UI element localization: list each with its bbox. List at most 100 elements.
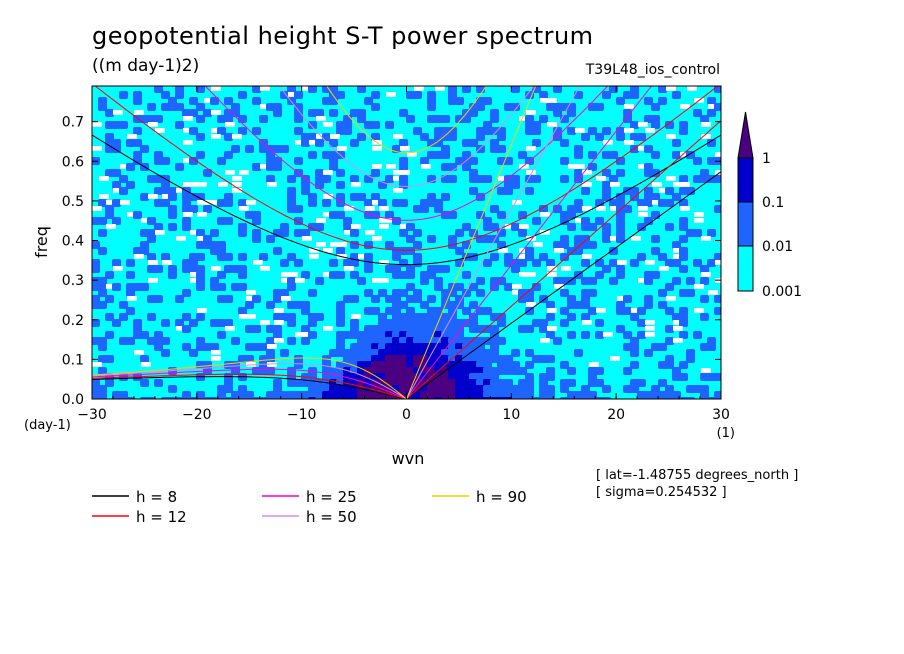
field-cell bbox=[658, 199, 667, 207]
legend-label-h8: h = 8 bbox=[136, 488, 177, 506]
field-cell bbox=[217, 217, 226, 225]
field-cell bbox=[679, 361, 688, 369]
field-cell bbox=[595, 133, 604, 141]
field-gap bbox=[708, 104, 718, 109]
field-gap bbox=[190, 278, 200, 283]
field-cell bbox=[637, 307, 646, 315]
field-cell bbox=[329, 139, 338, 147]
field-cell bbox=[602, 265, 611, 273]
field-cell bbox=[602, 169, 611, 177]
field-cell bbox=[553, 277, 562, 285]
field-gap bbox=[239, 170, 249, 175]
field-cell bbox=[539, 325, 548, 333]
field-cell bbox=[245, 211, 254, 219]
field-cell bbox=[595, 367, 604, 375]
field-cell bbox=[231, 391, 240, 399]
field-gap bbox=[680, 152, 690, 157]
field-gap bbox=[344, 230, 354, 235]
field-gap bbox=[141, 362, 151, 367]
field-gap bbox=[232, 134, 242, 139]
field-cell bbox=[126, 181, 135, 189]
field-cell bbox=[546, 373, 555, 381]
field-cell bbox=[329, 259, 338, 267]
field-cell bbox=[602, 91, 611, 99]
field-cell bbox=[315, 109, 324, 117]
gravity-curve-h8 bbox=[92, 134, 721, 266]
field-cell bbox=[581, 133, 590, 141]
field-gap bbox=[183, 116, 193, 121]
field-cell bbox=[644, 145, 653, 153]
field-gap bbox=[638, 146, 648, 151]
field-cell bbox=[672, 241, 681, 249]
field-cell bbox=[336, 169, 345, 177]
field-gap bbox=[225, 122, 235, 127]
field-cell bbox=[714, 175, 721, 183]
field-cell bbox=[665, 307, 674, 315]
field-cell bbox=[308, 133, 317, 141]
field-gap bbox=[323, 122, 333, 127]
field-cell bbox=[714, 253, 721, 261]
field-cell bbox=[567, 109, 576, 117]
colorbar-label: 0.1 bbox=[762, 195, 784, 211]
field-cell bbox=[644, 115, 653, 123]
field-gap bbox=[638, 212, 648, 217]
field-cell bbox=[546, 301, 555, 309]
field-cell bbox=[602, 193, 611, 201]
field-gap bbox=[393, 134, 403, 139]
field-cell bbox=[287, 337, 296, 345]
field-cell bbox=[287, 205, 296, 213]
field-gap bbox=[582, 170, 592, 175]
field-cell bbox=[364, 265, 373, 273]
field-cell bbox=[175, 163, 184, 171]
field-gap bbox=[344, 266, 354, 271]
field-gap bbox=[281, 272, 291, 277]
field-gap bbox=[211, 86, 221, 91]
field-gap bbox=[337, 146, 347, 151]
field-cell bbox=[567, 379, 576, 387]
kelvin-curve-h90 bbox=[406, 86, 537, 399]
field-cell bbox=[469, 157, 478, 165]
field-cell bbox=[126, 271, 135, 279]
colorbar-segment bbox=[737, 157, 754, 203]
field-gap bbox=[715, 170, 721, 175]
field-cell bbox=[714, 307, 721, 315]
field-cell bbox=[665, 259, 674, 267]
field-cell bbox=[105, 331, 114, 339]
rossby-curve-h90 bbox=[92, 357, 407, 399]
field-gap bbox=[526, 110, 536, 115]
field-cell bbox=[161, 319, 170, 327]
field-gap bbox=[134, 350, 144, 355]
field-gap bbox=[246, 290, 256, 295]
field-cell bbox=[378, 199, 387, 207]
field-cell bbox=[189, 109, 198, 117]
field-cell bbox=[189, 265, 198, 273]
field-cell bbox=[231, 145, 240, 153]
field-cell bbox=[280, 349, 289, 357]
field-cell bbox=[441, 133, 450, 141]
field-gap bbox=[288, 272, 298, 277]
field-cell bbox=[98, 103, 107, 111]
field-cell bbox=[504, 283, 513, 291]
field-gap bbox=[148, 122, 158, 127]
field-cell bbox=[651, 103, 660, 111]
field-cell bbox=[672, 313, 681, 321]
y-tick-label: 0.2 bbox=[62, 313, 84, 329]
field-cell bbox=[700, 277, 709, 285]
field-cell bbox=[294, 229, 303, 237]
field-cell bbox=[714, 391, 721, 399]
field-cell bbox=[476, 133, 485, 141]
field-cell bbox=[371, 193, 380, 201]
field-cell bbox=[294, 361, 303, 369]
field-cell bbox=[658, 289, 667, 297]
y-tick-label: 0.0 bbox=[62, 392, 84, 408]
field-gap bbox=[624, 128, 634, 133]
field-cell bbox=[357, 133, 366, 141]
field-cell bbox=[686, 151, 695, 159]
field-cell bbox=[672, 91, 681, 99]
field-cell bbox=[147, 103, 156, 111]
field-cell bbox=[105, 355, 114, 363]
field-cell bbox=[301, 139, 310, 147]
field-cell bbox=[707, 139, 716, 147]
chart-units: ((m day-1)2) bbox=[92, 56, 200, 76]
field-gap bbox=[596, 308, 606, 313]
